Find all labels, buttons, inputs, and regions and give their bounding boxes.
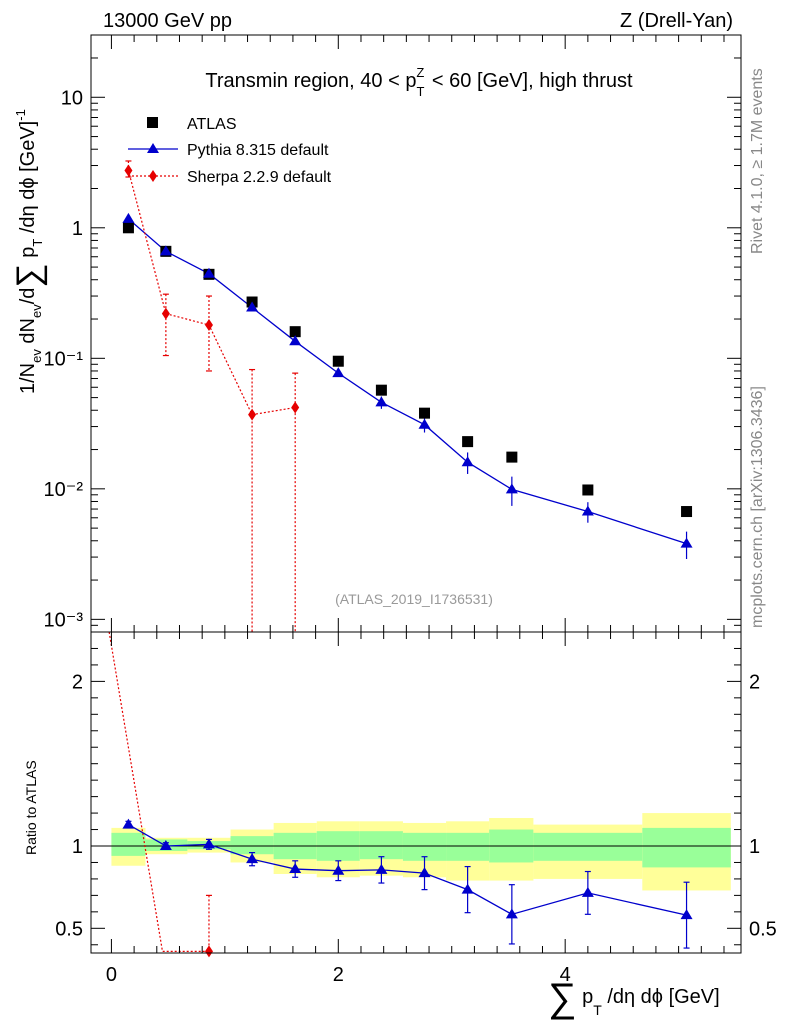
y-tick-label: 1	[72, 218, 83, 240]
ratio-y-tick-label-left: 2	[72, 671, 83, 693]
ratio-pythia-point	[505, 908, 518, 919]
ratio-y-tick-label-right: 2	[749, 671, 760, 693]
ratio-y-axis-label: Ratio to ATLAS	[23, 760, 39, 855]
pythia-point	[332, 367, 345, 378]
main-ticks: 10⁻³ 10⁻² 10⁻¹ 1 10	[44, 34, 741, 633]
pythia-point	[581, 505, 594, 516]
ratio-panel: 0.5 0.5 1 1 2 2 0 2 4	[55, 631, 777, 986]
y-tick-label: 10⁻²	[44, 479, 84, 501]
ratio-band-inner	[642, 827, 731, 868]
x-tick-label: 0	[106, 964, 117, 986]
ratio-band-inner	[533, 832, 643, 861]
ratio-pythia-point	[375, 863, 388, 874]
sherpa-point	[291, 401, 300, 414]
atlas-point	[681, 506, 693, 518]
main-panel: 10⁻³ 10⁻² 10⁻¹ 1 10	[44, 34, 742, 633]
main-y-axis-label: 1/Nev dNev/d∑ pT /dη dϕ [GeV]-1	[10, 109, 48, 394]
sherpa-point	[248, 408, 257, 421]
pythia-point	[122, 212, 135, 223]
pythia-point	[246, 301, 259, 312]
legend-pythia-label: Pythia 8.315 default	[187, 142, 329, 159]
sherpa-point	[204, 318, 213, 331]
atlas-point	[419, 407, 431, 419]
y-tick-label: 10⁻³	[44, 609, 84, 631]
plot-title: Transmin region, 40 < pTZ < 60 [GeV], hi…	[205, 65, 633, 99]
ratio-sherpa-point	[204, 945, 213, 958]
ratio-band-inner	[446, 832, 490, 861]
pythia-point	[505, 483, 518, 494]
ratio-pythia-point	[680, 909, 693, 920]
ratio-bands	[91, 813, 741, 891]
ratio-pythia-point	[202, 838, 215, 849]
ratio-pythia-point	[289, 863, 302, 874]
pythia-point	[202, 267, 215, 278]
main-content	[122, 160, 693, 632]
ratio-sherpa-line	[108, 631, 209, 952]
ratio-content	[108, 631, 693, 958]
legend-atlas-label: ATLAS	[187, 116, 237, 133]
atlas-point	[582, 484, 594, 496]
y-tick-label: 10	[61, 87, 83, 109]
y-tick-label: 10⁻¹	[44, 348, 84, 370]
side-mcplots-label: mcplots.cern.ch [arXiv:1306.3436]	[749, 386, 766, 628]
atlas-point	[375, 384, 387, 396]
legend-sherpa-label: Sherpa 2.2.9 default	[187, 169, 332, 186]
pythia-point	[418, 418, 431, 429]
ratio-pythia-point	[159, 840, 172, 850]
side-rivet-label: Rivet 4.1.0, ≥ 1.7M events	[749, 68, 766, 254]
legend-sherpa-marker	[149, 170, 157, 182]
legend-pythia-marker	[147, 143, 159, 153]
process-label: Z (Drell-Yan)	[620, 10, 733, 32]
pythia-point	[461, 456, 474, 467]
ratio-band-inner	[230, 836, 274, 855]
ratio-pythia-point	[246, 853, 259, 864]
ratio-pythia-point	[418, 867, 431, 878]
analysis-id: (ATLAS_2019_I1736531)	[335, 591, 493, 607]
pythia-point	[680, 537, 693, 548]
pythia-point	[159, 245, 172, 256]
ratio-ticks: 0.5 0.5 1 1 2 2 0 2 4	[55, 632, 777, 986]
ratio-pythia-point	[122, 818, 135, 829]
ratio-y-tick-label-right: 0.5	[749, 918, 777, 940]
sherpa-point	[161, 307, 170, 320]
atlas-point	[332, 355, 344, 367]
pythia-line	[128, 218, 687, 545]
ratio-y-tick-label-left: 1	[72, 836, 83, 858]
ratio-band-inner	[359, 831, 403, 860]
x-tick-label: 4	[560, 964, 571, 986]
ratio-band-inner	[111, 832, 146, 856]
atlas-point	[506, 451, 518, 463]
ratio-pythia-point	[461, 883, 474, 894]
x-axis-label: ∑ pT /dη dϕ [GeV]	[548, 976, 720, 1020]
ratio-pythia-point	[581, 886, 594, 897]
atlas-point	[462, 436, 474, 448]
ratio-y-tick-label-right: 1	[749, 836, 760, 858]
x-tick-label: 2	[333, 964, 344, 986]
atlas-point	[289, 326, 301, 338]
sherpa-point	[124, 164, 133, 177]
pythia-point	[375, 396, 388, 407]
sherpa-line	[127, 170, 296, 416]
ratio-y-tick-label-left: 0.5	[55, 918, 83, 940]
atlas-point	[122, 222, 134, 234]
energy-label: 13000 GeV pp	[103, 10, 232, 32]
legend-atlas-marker	[147, 117, 158, 128]
legend: ATLAS Pythia 8.315 default Sherpa 2.2.9 …	[128, 116, 332, 186]
ratio-pythia-line	[128, 824, 687, 916]
ratio-pythia-point	[332, 864, 345, 875]
ratio-frame	[90, 631, 742, 954]
pythia-point	[289, 335, 302, 346]
